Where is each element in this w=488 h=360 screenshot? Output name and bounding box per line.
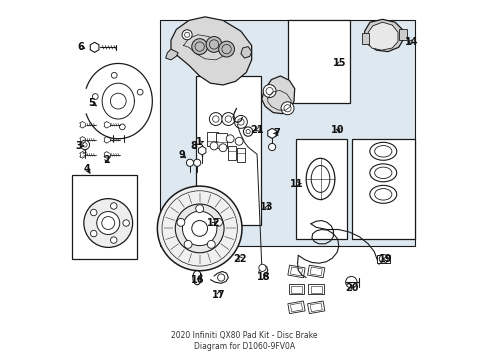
Text: 1: 1 — [196, 138, 203, 147]
Circle shape — [110, 203, 117, 209]
Text: 17: 17 — [211, 290, 224, 300]
Circle shape — [268, 143, 275, 150]
Circle shape — [219, 144, 226, 152]
Polygon shape — [288, 284, 304, 294]
Circle shape — [80, 140, 89, 149]
Ellipse shape — [374, 145, 391, 157]
Circle shape — [186, 159, 193, 166]
Circle shape — [235, 137, 243, 145]
Circle shape — [207, 240, 215, 248]
Text: 6: 6 — [77, 42, 83, 52]
Text: 2020 Infiniti QX80 Pad Kit - Disc Brake
Diagram for D1060-9FV0A: 2020 Infiniti QX80 Pad Kit - Disc Brake … — [171, 330, 317, 351]
Bar — [236, 148, 244, 162]
Polygon shape — [171, 17, 251, 85]
Text: 8: 8 — [190, 141, 197, 151]
Circle shape — [243, 127, 252, 136]
Circle shape — [97, 212, 120, 234]
Ellipse shape — [374, 189, 391, 200]
Circle shape — [191, 221, 207, 236]
Circle shape — [175, 204, 224, 253]
Circle shape — [222, 113, 234, 126]
Text: 21: 21 — [249, 125, 263, 135]
Circle shape — [258, 264, 265, 271]
Circle shape — [90, 209, 97, 216]
Polygon shape — [307, 301, 324, 314]
Circle shape — [182, 211, 217, 246]
Polygon shape — [287, 301, 305, 314]
Circle shape — [191, 39, 207, 54]
Polygon shape — [308, 284, 324, 294]
Text: 3: 3 — [75, 141, 82, 151]
Bar — [72, 175, 137, 259]
Circle shape — [83, 199, 132, 247]
Text: 10: 10 — [330, 125, 344, 135]
Bar — [160, 21, 414, 246]
Ellipse shape — [369, 185, 396, 203]
Text: 19: 19 — [379, 254, 392, 264]
Polygon shape — [267, 129, 276, 138]
Circle shape — [217, 274, 224, 281]
Circle shape — [177, 219, 184, 226]
Ellipse shape — [305, 158, 334, 199]
Text: 14: 14 — [404, 37, 417, 47]
Polygon shape — [90, 42, 99, 52]
Polygon shape — [367, 22, 397, 50]
Circle shape — [122, 220, 129, 226]
Text: 18: 18 — [257, 272, 270, 282]
Text: 11: 11 — [289, 179, 303, 189]
Bar — [215, 134, 226, 148]
Bar — [351, 139, 414, 239]
Circle shape — [206, 37, 222, 52]
Circle shape — [157, 186, 242, 271]
Circle shape — [214, 219, 222, 226]
Polygon shape — [399, 30, 406, 40]
Circle shape — [90, 230, 97, 237]
Circle shape — [184, 240, 192, 248]
Polygon shape — [376, 255, 389, 263]
Ellipse shape — [310, 166, 329, 192]
Polygon shape — [307, 265, 324, 278]
Bar — [196, 76, 260, 225]
Text: 22: 22 — [233, 254, 246, 264]
Bar — [287, 21, 349, 103]
Ellipse shape — [374, 167, 391, 179]
Text: 2: 2 — [103, 155, 110, 165]
Circle shape — [193, 159, 201, 166]
Text: 20: 20 — [345, 283, 358, 293]
Polygon shape — [241, 46, 251, 58]
Circle shape — [263, 85, 276, 98]
Polygon shape — [261, 76, 294, 114]
Text: 15: 15 — [332, 58, 346, 68]
Bar — [227, 146, 236, 160]
Circle shape — [210, 142, 218, 150]
Circle shape — [182, 30, 192, 40]
Circle shape — [195, 205, 203, 213]
Circle shape — [218, 41, 234, 57]
Circle shape — [234, 116, 247, 129]
Polygon shape — [362, 33, 368, 44]
Text: 7: 7 — [273, 129, 280, 138]
Text: 16: 16 — [191, 275, 204, 285]
Circle shape — [345, 276, 356, 288]
Circle shape — [379, 255, 387, 263]
Bar — [296, 139, 346, 239]
Text: 4: 4 — [83, 164, 90, 174]
Circle shape — [110, 237, 117, 243]
Circle shape — [209, 113, 222, 126]
Polygon shape — [287, 265, 305, 278]
Circle shape — [281, 102, 293, 115]
Polygon shape — [165, 49, 178, 60]
Polygon shape — [198, 146, 205, 155]
Text: 13: 13 — [260, 202, 273, 212]
Text: 5: 5 — [88, 98, 95, 108]
Circle shape — [226, 135, 234, 143]
Ellipse shape — [369, 142, 396, 160]
Text: 12: 12 — [207, 218, 220, 228]
Text: 9: 9 — [178, 150, 185, 160]
Bar — [206, 132, 217, 146]
Ellipse shape — [369, 164, 396, 182]
Polygon shape — [364, 19, 403, 51]
